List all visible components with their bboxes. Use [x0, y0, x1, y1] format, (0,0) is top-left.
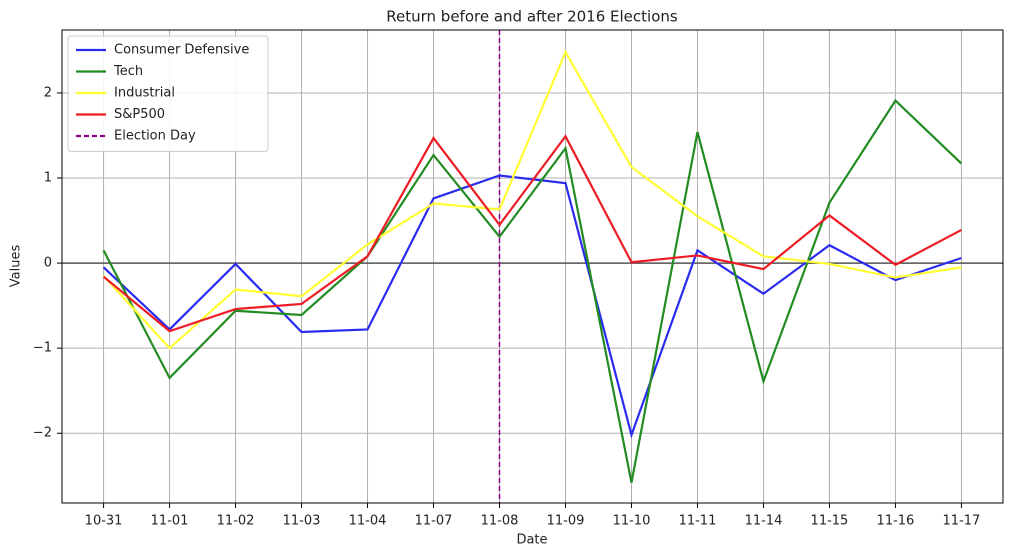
legend-label: Industrial [114, 86, 175, 101]
x-tick-label: 11-16 [877, 514, 915, 529]
x-tick-label: 11-09 [547, 514, 585, 529]
x-tick-label: 11-17 [943, 514, 981, 529]
series-line [102, 98, 963, 483]
y-tick-label: −1 [33, 341, 52, 356]
x-tick-label: 11-14 [745, 514, 783, 529]
x-tick-label: 11-04 [349, 514, 387, 529]
series-line [102, 174, 962, 439]
x-tick-label: 11-10 [613, 514, 651, 529]
chart-title: Return before and after 2016 Elections [386, 8, 678, 26]
y-tick-label: 2 [44, 85, 52, 100]
x-tick-label: 10-31 [85, 514, 123, 529]
legend-label: S&P500 [114, 107, 165, 122]
y-axis-label: Values [9, 245, 24, 288]
x-tick-label: 11-02 [217, 514, 255, 529]
x-tick-label: 11-15 [811, 514, 849, 529]
x-tick-label: 11-08 [481, 514, 519, 529]
x-tick-label: 11-03 [283, 514, 321, 529]
x-tick-label: 11-01 [151, 514, 189, 529]
x-tick-label: 11-11 [679, 514, 717, 529]
x-axis-label: Date [516, 533, 547, 548]
series-line [102, 134, 962, 333]
legend-label: Tech [113, 64, 143, 79]
y-tick-label: 0 [44, 256, 52, 271]
y-tick-label: 1 [44, 171, 52, 186]
plot-frame [61, 29, 1004, 504]
legend-box [67, 35, 269, 152]
x-tick-label: 11-07 [415, 514, 453, 529]
series-line [102, 49, 962, 350]
legend-label: Consumer Defensive [114, 43, 249, 58]
y-tick-label: −2 [33, 426, 52, 441]
legend-label: Election Day [114, 129, 196, 144]
